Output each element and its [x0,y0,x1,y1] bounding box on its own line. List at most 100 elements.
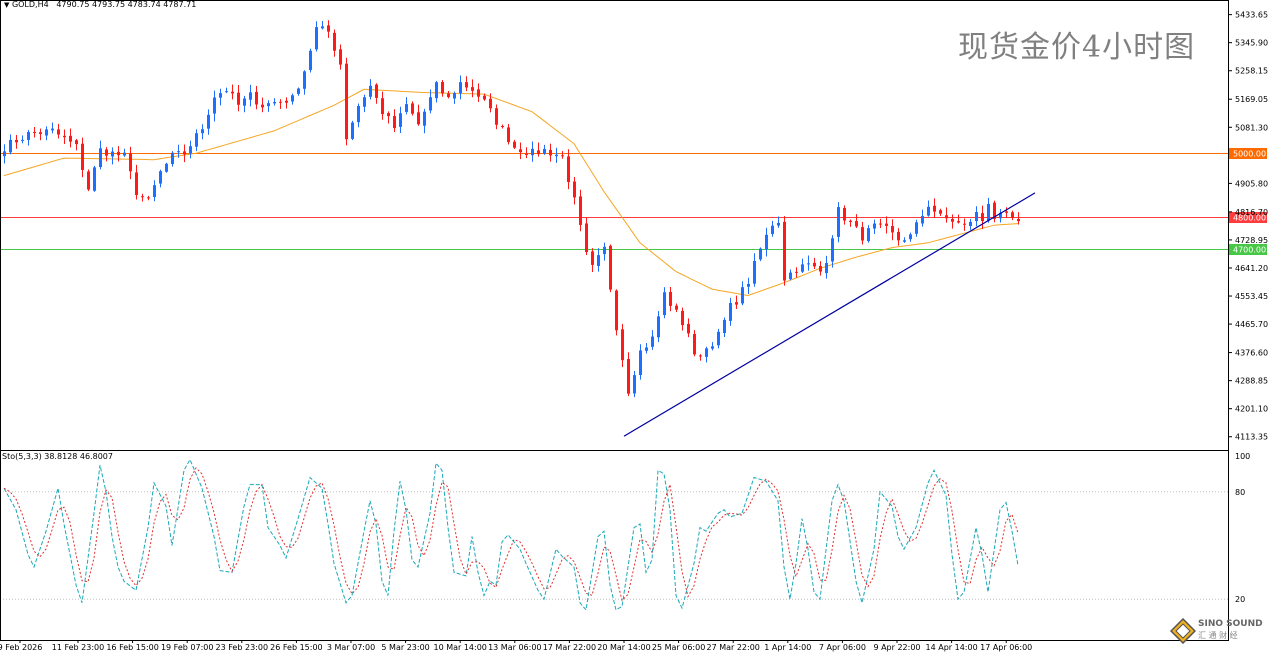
candle-body [27,132,30,141]
candle-body [417,112,420,125]
candle-body [501,125,504,127]
candle-body [873,223,876,229]
candle-body [747,283,750,287]
candle-body [189,146,192,154]
candlestick [15,135,18,149]
candle-body [993,202,996,219]
candle-body [903,240,906,242]
candlestick [813,257,816,269]
candlestick [741,281,744,306]
candlestick [837,202,840,243]
candlestick [477,83,480,102]
candlestick [123,148,126,157]
candlestick [447,90,450,99]
candlestick [147,195,150,201]
candlestick [831,235,834,268]
candlestick [219,88,222,106]
candle-body [99,148,102,168]
candlestick [693,330,696,357]
candle-body [783,221,786,281]
candlestick [729,297,732,326]
candle-body [297,88,300,94]
price-tick-label: 4641.20 [1235,264,1268,273]
candle-body [273,102,276,104]
candle-body [597,255,600,266]
time-tick-label: 26 Feb 15:00 [270,643,322,652]
candlestick [771,220,774,237]
candlestick [87,169,90,192]
candle-body [453,93,456,99]
candle-body [411,103,414,114]
candlestick [63,129,66,144]
price-tick-label: 4553.45 [1235,292,1268,301]
candle-body [735,302,738,305]
candle-body [543,148,546,154]
time-tick-label: 11 Feb 23:00 [52,643,104,652]
candle-body [843,208,846,221]
candle-body [1005,211,1008,213]
time-tick-label: 23 Feb 23:00 [216,643,268,652]
chart-watermark-title: 现货金价4小时图 [958,30,1196,65]
candle-body [357,105,360,123]
price-tick-label: 5081.30 [1235,123,1268,132]
candle-body [771,225,774,235]
candle-body [615,290,618,331]
candle-body [549,149,552,156]
candlestick [639,344,642,380]
candle-body [489,98,492,109]
candle-body [183,151,186,155]
candle-body [201,129,204,134]
candle-body [927,206,930,216]
candle-body [975,211,978,222]
candlestick [699,354,702,361]
diamond-logo-icon [1170,618,1196,644]
candlestick [939,208,942,216]
candlestick [285,97,288,109]
candlestick [225,87,228,94]
candle-body [891,226,894,233]
candle-body [147,197,150,199]
candle-body [459,82,462,94]
candlestick [327,20,330,38]
price-tick-label: 4465.70 [1235,320,1268,329]
candlestick [93,165,96,192]
candlestick [417,104,420,126]
price-tick-label: 4816.70 [1235,208,1268,217]
candle-body [759,248,762,260]
candle-body [969,221,972,227]
collapse-triangle-icon[interactable]: ▼ [4,1,10,9]
candlestick [111,147,114,165]
candlestick [963,218,966,231]
candlestick [69,128,72,148]
candlestick [897,228,900,246]
candlestick [249,84,252,107]
candlestick [135,164,138,200]
candle-body [213,97,216,114]
chart-frame [0,0,1229,641]
candle-body [429,97,432,111]
candle-body [753,260,756,284]
candlestick [561,151,564,159]
candle-body [567,156,570,183]
candlestick [999,208,1002,223]
candle-body [627,358,630,394]
candlestick [471,79,474,98]
candlestick [747,277,750,294]
stoch-main-line [3,458,1019,612]
candle-body [15,139,18,143]
price-tick-label: 5169.05 [1235,95,1268,104]
moving-average-line [3,88,1019,297]
candlestick [735,295,738,310]
candlestick [183,144,186,163]
candle-body [513,141,516,148]
candlestick [21,135,24,144]
candlestick [465,76,468,92]
candlestick [141,193,144,202]
stoch-level-label: 80 [1235,488,1245,497]
candlestick [405,97,408,115]
time-tick-label: 17 Apr 06:00 [980,643,1032,652]
candle-body [435,82,438,99]
candle-body [507,127,510,143]
candlestick [453,91,456,104]
candlestick [969,218,972,230]
